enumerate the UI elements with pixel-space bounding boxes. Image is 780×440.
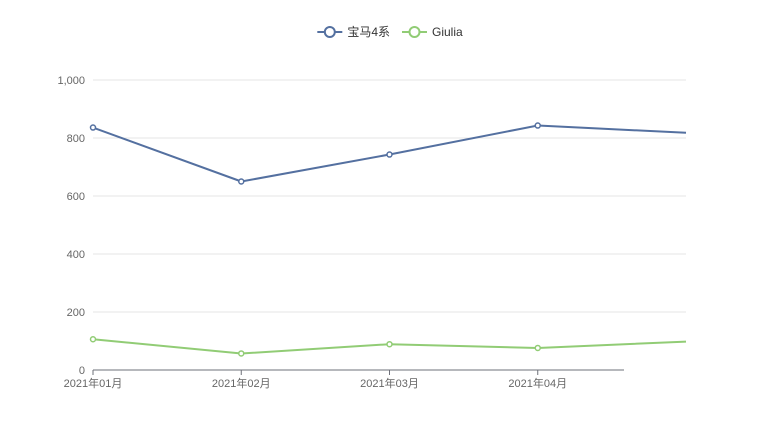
y-tick-label: 200 [67, 307, 85, 319]
legend-label: Giulia [432, 25, 463, 39]
legend-item-1[interactable]: Giulia [402, 25, 463, 39]
data-point[interactable] [89, 336, 97, 343]
legend-circle-icon [323, 26, 336, 38]
y-tick-label: 800 [67, 133, 85, 145]
x-tick-label: 2021年01月 [64, 376, 123, 390]
series-lines [89, 122, 687, 357]
y-tick-label: 0 [79, 365, 85, 377]
x-tick-label: 2021年02月 [212, 376, 271, 390]
data-point[interactable] [238, 350, 245, 357]
grid-lines [93, 79, 686, 313]
data-point[interactable] [534, 122, 541, 129]
y-tick-label: 1,000 [57, 75, 85, 87]
y-tick-label: 600 [67, 191, 85, 203]
legend-circle-icon [408, 26, 421, 38]
legend-item-0[interactable]: 宝马4系 [317, 25, 390, 39]
x-tick-label: 2021年03月 [360, 376, 419, 390]
axes: 0 200 400 600 800 1,000 2021年01月 2021年02月 2021年0… [57, 75, 624, 390]
data-point[interactable] [534, 344, 541, 352]
legend[interactable]: 宝马4系 Giulia [317, 25, 463, 39]
data-point[interactable] [89, 124, 97, 131]
data-point[interactable] [386, 340, 393, 348]
data-point[interactable] [238, 178, 245, 185]
x-tick-label: 2021年04月 [508, 376, 567, 390]
data-point[interactable] [386, 151, 393, 158]
legend-label: 宝马4系 [347, 25, 390, 39]
y-tick-label: 400 [67, 249, 85, 261]
